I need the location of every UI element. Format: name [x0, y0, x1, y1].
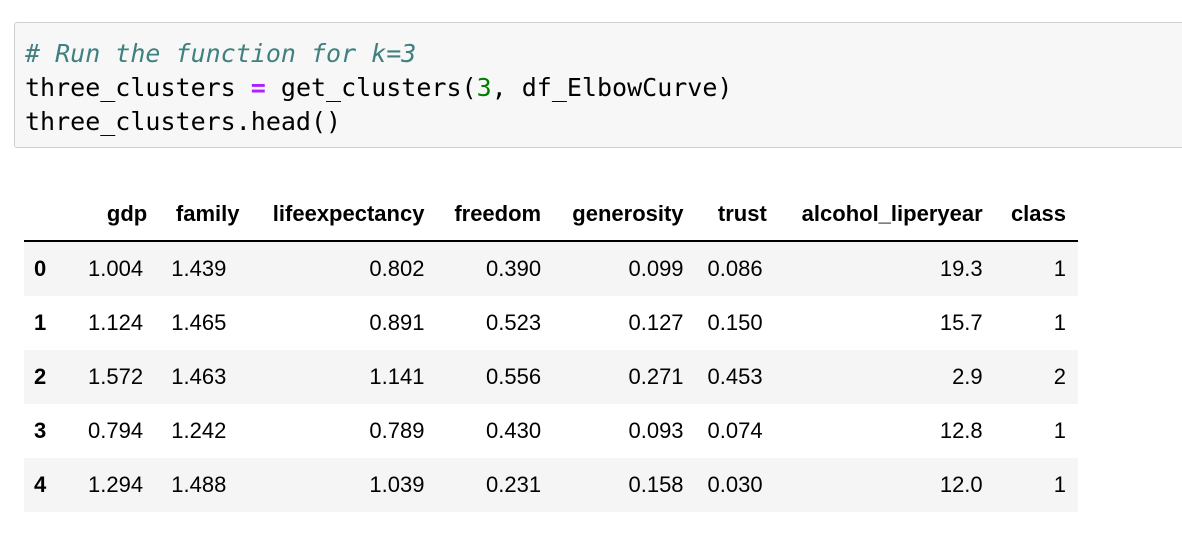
table-row: 1 1.124 1.465 0.891 0.523 0.127 0.150 15…	[24, 296, 1078, 350]
table-cell: 1.141	[369, 364, 425, 389]
table-cell: 0.891	[369, 310, 425, 335]
table-cell: 1.242	[171, 418, 227, 443]
column-header: alcohol_liperyear	[778, 188, 995, 242]
code-variable: three_clusters	[25, 73, 251, 102]
table-cell: 1.463	[171, 364, 227, 389]
table-cell: 0.453	[707, 364, 763, 389]
table-cell: 12.8	[939, 418, 983, 443]
table-cell: 0.430	[486, 418, 542, 443]
code-comment: # Run the function for k=3	[25, 39, 417, 68]
table-cell: 0.794	[88, 418, 144, 443]
table-cell: 0.556	[486, 364, 542, 389]
table-cell: 0.390	[486, 256, 542, 281]
table-cell: 0.099	[628, 256, 684, 281]
table-cell: 1.124	[88, 310, 144, 335]
table-cell: 1.488	[171, 472, 227, 497]
cell-output: gdp family lifeexpectancy freedom genero…	[24, 188, 1078, 512]
index-header	[24, 188, 76, 242]
row-index: 3	[34, 418, 47, 443]
code-function-call: get_clusters(	[265, 73, 477, 102]
table-cell: 1	[1053, 310, 1066, 335]
code-call-args: , df_ElbowCurve)	[491, 73, 733, 102]
column-header: trust	[695, 188, 779, 242]
code-comment-line: # Run the function for k=3	[25, 37, 416, 71]
code-assignment-line: three_clusters = get_clusters(3, df_Elbo…	[25, 71, 732, 105]
table-cell: 0.127	[628, 310, 684, 335]
table-cell: 1.465	[171, 310, 227, 335]
table-cell: 0.086	[707, 256, 763, 281]
table-cell: 1.572	[88, 364, 144, 389]
code-head-call: three_clusters.head()	[25, 107, 342, 136]
table-cell: 0.150	[707, 310, 763, 335]
table-cell: 1.294	[88, 472, 144, 497]
row-index: 1	[34, 310, 47, 335]
table-cell: 15.7	[939, 310, 983, 335]
column-header: family	[159, 188, 252, 242]
column-header: class	[994, 188, 1078, 242]
row-index: 4	[34, 472, 47, 497]
table-cell: 2	[1053, 364, 1066, 389]
table-row: 2 1.572 1.463 1.141 0.556 0.271 0.453 2.…	[24, 350, 1078, 404]
table-cell: 0.158	[628, 472, 684, 497]
code-cell-input[interactable]: # Run the function for k=3 three_cluster…	[14, 22, 1182, 148]
table-cell: 2.9	[952, 364, 983, 389]
table-cell: 0.789	[369, 418, 425, 443]
code-head-line: three_clusters.head()	[25, 105, 341, 139]
column-header: freedom	[436, 188, 554, 242]
table-cell: 0.074	[707, 418, 763, 443]
table-row: 4 1.294 1.488 1.039 0.231 0.158 0.030 12…	[24, 458, 1078, 512]
code-number: 3	[476, 73, 492, 102]
table-cell: 1	[1053, 472, 1066, 497]
table-cell: 1.004	[88, 256, 144, 281]
column-header: lifeexpectancy	[251, 188, 437, 242]
table-cell: 1	[1053, 418, 1066, 443]
table-cell: 0.271	[628, 364, 684, 389]
table-cell: 12.0	[939, 472, 983, 497]
table-cell: 1.439	[171, 256, 227, 281]
code-operator: =	[250, 73, 266, 102]
table-cell: 0.093	[628, 418, 684, 443]
row-index: 2	[34, 364, 47, 389]
table-row: 0 1.004 1.439 0.802 0.390 0.099 0.086 19…	[24, 241, 1078, 296]
table-cell: 0.231	[486, 472, 542, 497]
table-cell: 0.523	[486, 310, 542, 335]
table-cell: 19.3	[939, 256, 983, 281]
column-header: generosity	[553, 188, 696, 242]
table-cell: 0.030	[707, 472, 763, 497]
table-cell: 1	[1053, 256, 1066, 281]
table-cell: 0.802	[369, 256, 425, 281]
dataframe-table: gdp family lifeexpectancy freedom genero…	[24, 188, 1078, 512]
row-index: 0	[34, 256, 47, 281]
table-cell: 1.039	[369, 472, 425, 497]
table-row: 3 0.794 1.242 0.789 0.430 0.093 0.074 12…	[24, 404, 1078, 458]
table-header-row: gdp family lifeexpectancy freedom genero…	[24, 188, 1078, 242]
column-header: gdp	[76, 188, 160, 242]
